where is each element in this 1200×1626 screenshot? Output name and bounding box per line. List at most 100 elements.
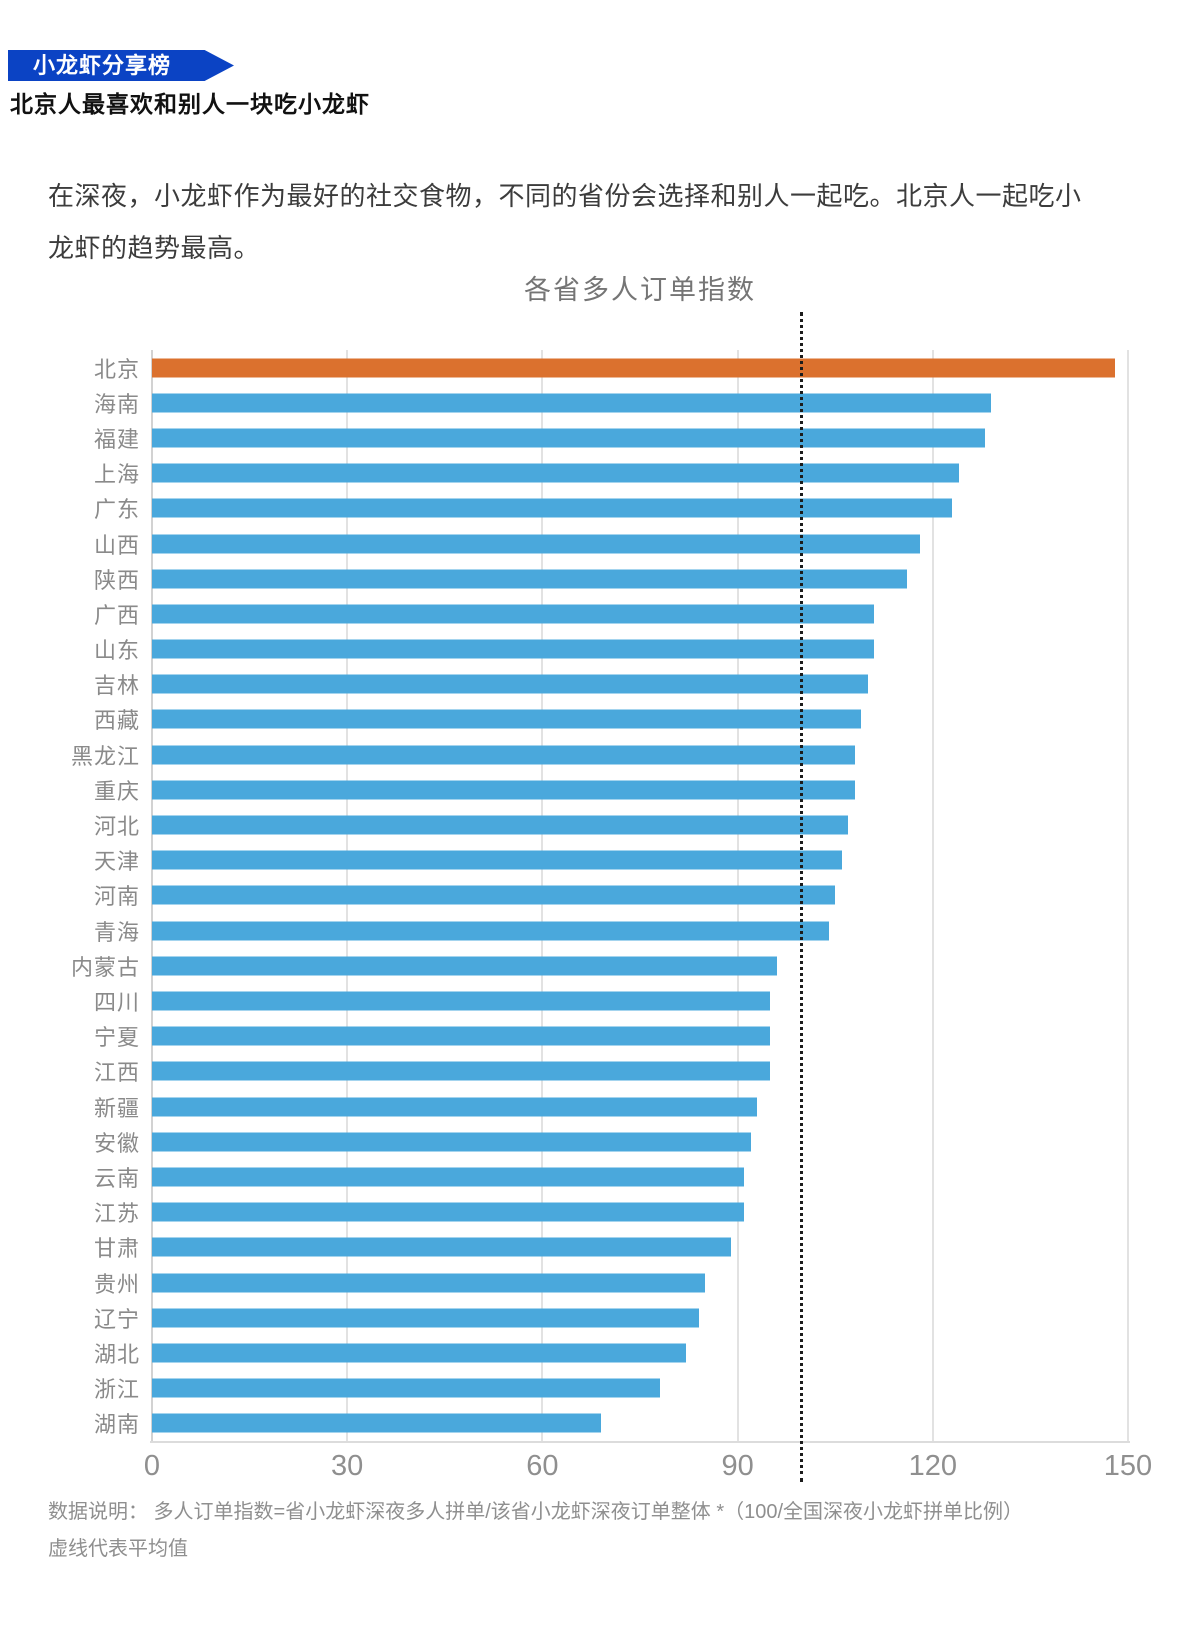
category-label: 湖北 — [93, 1341, 140, 1367]
x-axis-line — [150, 1441, 1130, 1443]
bar — [152, 1343, 686, 1363]
headline: 北京人最喜欢和别人一块吃小龙虾 — [10, 91, 370, 117]
section-badge-ribbon: 小龙虾分享榜 — [8, 50, 234, 81]
data-note: 数据说明： 多人订单指数=省小龙虾深夜多人拼单/该省小龙虾深夜订单整体 *（10… — [48, 1494, 1158, 1568]
x-tick-label: 150 — [1103, 1450, 1153, 1482]
bar-row: 宁夏 — [0, 1019, 1200, 1054]
bar-row: 湖北 — [0, 1335, 1200, 1370]
category-label: 陕西 — [93, 567, 140, 593]
category-label: 广西 — [93, 602, 140, 628]
x-tick-label: 60 — [526, 1450, 559, 1482]
bar-row: 黑龙江 — [0, 737, 1200, 772]
x-tick-label: 30 — [331, 1450, 364, 1482]
description-paragraph: 在深夜，小龙虾作为最好的社交食物，不同的省份会选择和别人一起吃。北京人一起吃小龙… — [48, 181, 1082, 263]
section-badge-label: 小龙虾分享榜 — [33, 53, 172, 78]
bar-row: 新疆 — [0, 1089, 1200, 1124]
bar-row: 湖南 — [0, 1406, 1200, 1441]
bar — [152, 463, 959, 483]
bar-row: 海南 — [0, 385, 1200, 420]
category-label: 重庆 — [93, 778, 140, 804]
category-label: 北京 — [93, 356, 140, 382]
category-label: 福建 — [93, 426, 140, 452]
bar-row: 云南 — [0, 1159, 1200, 1194]
category-label: 湖南 — [93, 1412, 140, 1438]
bar — [152, 1061, 771, 1081]
category-label: 河南 — [93, 884, 140, 910]
bar — [152, 604, 875, 624]
bar — [152, 1273, 706, 1293]
category-label: 山西 — [93, 532, 140, 558]
bar — [152, 1378, 660, 1398]
bar-row: 山东 — [0, 632, 1200, 667]
bar — [152, 1308, 699, 1328]
bar — [152, 1413, 601, 1433]
category-label: 浙江 — [93, 1377, 140, 1403]
category-label: 江西 — [93, 1060, 140, 1086]
bar — [152, 428, 985, 448]
bar-row: 浙江 — [0, 1371, 1200, 1406]
x-tick-label: 90 — [721, 1450, 754, 1482]
category-label: 江苏 — [93, 1201, 140, 1227]
x-tick-label: 120 — [908, 1450, 957, 1482]
category-label: 宁夏 — [93, 1025, 140, 1051]
bar — [152, 1202, 745, 1222]
bar — [152, 1167, 745, 1187]
category-label: 云南 — [93, 1165, 140, 1191]
bar-row: 广西 — [0, 596, 1200, 631]
bar-row: 贵州 — [0, 1265, 1200, 1300]
bar — [152, 1026, 771, 1046]
category-label: 内蒙古 — [70, 954, 140, 980]
category-label: 上海 — [93, 462, 140, 488]
bar — [152, 1237, 732, 1257]
bar-row: 河北 — [0, 807, 1200, 842]
mean-line — [800, 312, 804, 1482]
bar — [152, 709, 862, 729]
category-label: 海南 — [93, 391, 140, 417]
chart-title: 各省多人订单指数 — [524, 275, 756, 305]
bar — [152, 393, 992, 413]
category-label: 广东 — [93, 497, 140, 523]
bar-row: 安徽 — [0, 1124, 1200, 1159]
category-label: 四川 — [93, 990, 140, 1015]
category-label: 贵州 — [93, 1271, 140, 1297]
bar — [152, 815, 849, 835]
bar-row: 江苏 — [0, 1195, 1200, 1230]
bar — [152, 639, 875, 659]
bar-row: 河南 — [0, 878, 1200, 913]
bar-row: 辽宁 — [0, 1300, 1200, 1335]
bar-row: 甘肃 — [0, 1230, 1200, 1265]
category-label: 西藏 — [93, 708, 140, 734]
bar — [152, 885, 836, 905]
category-label: 河北 — [93, 814, 140, 840]
category-label: 天津 — [93, 849, 140, 875]
bar — [152, 991, 771, 1011]
bar — [152, 745, 855, 765]
category-label: 新疆 — [93, 1095, 140, 1121]
bar — [152, 569, 907, 589]
bar-row: 广东 — [0, 491, 1200, 526]
category-label: 甘肃 — [93, 1236, 140, 1262]
bar-row: 山西 — [0, 526, 1200, 561]
x-tick-label: 0 — [143, 1450, 161, 1482]
plot-area: 0 30 60 90 120 150 北京 海南 福建 上海 广东 山西 陕西 广西 山东 吉林 西藏 黑龙江 重庆… — [0, 310, 1200, 1488]
bar-row: 内蒙古 — [0, 948, 1200, 983]
category-label: 黑龙江 — [70, 743, 140, 769]
bar-row: 江西 — [0, 1054, 1200, 1089]
bar — [152, 1097, 758, 1117]
bar — [152, 534, 920, 554]
category-label: 辽宁 — [93, 1306, 140, 1332]
category-label: 山东 — [93, 638, 140, 664]
bar — [152, 1132, 751, 1152]
bar-row: 福建 — [0, 420, 1200, 455]
bar-row: 四川 — [0, 983, 1200, 1018]
bar-row: 北京 — [0, 350, 1200, 385]
category-label: 安徽 — [93, 1130, 140, 1156]
bar — [152, 850, 842, 870]
bar-row: 陕西 — [0, 561, 1200, 596]
data-note-line2: 虚线代表平均值 — [48, 1538, 188, 1560]
bar-row: 青海 — [0, 913, 1200, 948]
bar-row: 天津 — [0, 843, 1200, 878]
data-note-line1: 数据说明： 多人订单指数=省小龙虾深夜多人拼单/该省小龙虾深夜订单整体 *（10… — [48, 1501, 1024, 1523]
gridline-x-120 — [931, 350, 934, 1441]
